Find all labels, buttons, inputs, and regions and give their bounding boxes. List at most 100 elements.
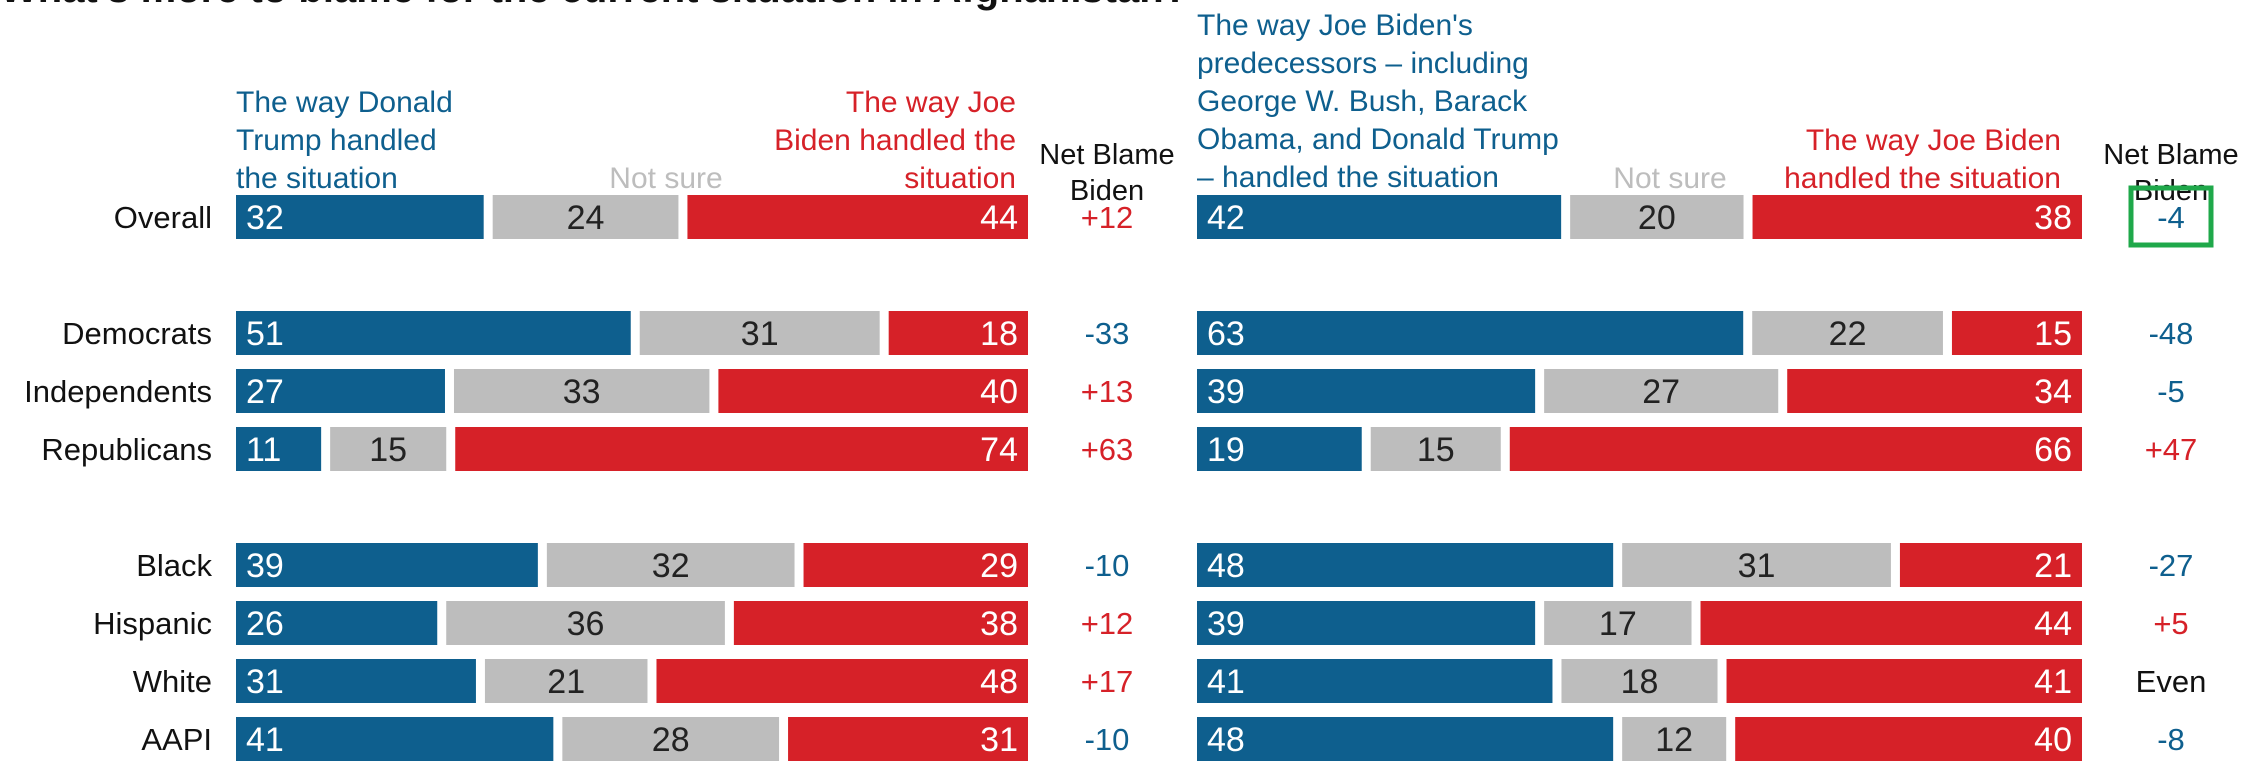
bar-segment xyxy=(330,427,447,471)
chart-rows: Overall Democrats Independents Republicans B… xyxy=(24,185,2214,761)
bar-value-label: 42 xyxy=(1207,199,1245,237)
bar-segment xyxy=(1752,195,2082,239)
row-label: Hispanic xyxy=(93,606,212,641)
bar-segment xyxy=(446,601,725,645)
bar-value-label: 74 xyxy=(980,431,1018,469)
bar-segment xyxy=(492,195,679,239)
bar-value-label: 32 xyxy=(246,199,284,237)
net-blame-value: +47 xyxy=(2145,432,2198,467)
bar-value-label: 33 xyxy=(563,373,601,411)
bar-segment xyxy=(1735,717,2082,761)
bar-segment xyxy=(1544,601,1692,645)
bar-segment xyxy=(236,601,438,645)
bar-value-label: 24 xyxy=(567,199,605,237)
net-blame-value: -48 xyxy=(2149,316,2194,351)
bar-segment xyxy=(1197,369,1536,413)
bar-value-label: 40 xyxy=(2034,721,2072,759)
bar-value-label: 31 xyxy=(246,663,284,701)
bar-value-label: 18 xyxy=(1621,663,1659,701)
net-blame-value: +17 xyxy=(1081,664,1134,699)
row-label: AAPI xyxy=(141,722,212,757)
net-blame-value: +12 xyxy=(1081,200,1134,235)
bar-value-label: 31 xyxy=(741,315,779,353)
bar-value-label: 29 xyxy=(980,547,1018,585)
bar-segment xyxy=(1197,601,1536,645)
bar-value-label: 26 xyxy=(246,605,284,643)
panel2-net-header-line1: Net Blame xyxy=(2103,139,2238,171)
row-label: Black xyxy=(136,548,212,583)
bar-value-label: 51 xyxy=(246,315,284,353)
row-label: Republicans xyxy=(41,432,212,467)
bar-value-label: 15 xyxy=(369,431,407,469)
bar-segment xyxy=(1787,369,2082,413)
bar-value-label: 39 xyxy=(1207,373,1245,411)
bar-segment xyxy=(1700,601,2082,645)
row-label: Overall xyxy=(114,200,212,235)
panel2-right-header-line2: handled the situation xyxy=(1784,162,2061,195)
bar-segment xyxy=(1951,311,2082,355)
panel2-left-header-line3: George W. Bush, Barack xyxy=(1197,85,1528,118)
row-label: Democrats xyxy=(62,316,212,351)
bar-segment xyxy=(236,427,322,471)
panel2-left-header-line2: predecessors – including xyxy=(1197,47,1529,80)
bar-segment xyxy=(733,601,1028,645)
net-blame-value: Even xyxy=(2136,664,2207,699)
bar-segment xyxy=(1570,195,1744,239)
bar-value-label: 31 xyxy=(980,721,1018,759)
bar-value-label: 39 xyxy=(246,547,284,585)
bar-value-label: 12 xyxy=(1655,721,1693,759)
bar-segment xyxy=(888,311,1028,355)
bar-value-label: 20 xyxy=(1638,199,1676,237)
row-label: Independents xyxy=(24,374,212,409)
bar-segment xyxy=(1726,659,2082,703)
panel1-left-header-line1: The way Donald xyxy=(236,86,453,119)
bar-segment xyxy=(546,543,795,587)
panel1-left-header-line2: Trump handled xyxy=(236,124,437,157)
net-blame-value: -5 xyxy=(2157,374,2185,409)
bar-segment xyxy=(788,717,1028,761)
bar-segment xyxy=(718,369,1028,413)
bar-value-label: 44 xyxy=(980,199,1018,237)
bar-value-label: 11 xyxy=(246,431,281,469)
panel2-left-header-line4: Obama, and Donald Trump xyxy=(1197,123,1559,156)
net-blame-value: -4 xyxy=(2157,200,2185,235)
bar-value-label: 19 xyxy=(1207,431,1245,469)
bar-value-label: 22 xyxy=(1829,315,1867,353)
bar-segment xyxy=(236,717,554,761)
bar-segment xyxy=(1197,311,1744,355)
panel1-right-header-line1: The way Joe xyxy=(846,86,1016,119)
bar-value-label: 17 xyxy=(1599,605,1637,643)
bar-value-label: 38 xyxy=(2034,199,2072,237)
panel2-not-sure-header: Not sure xyxy=(1613,162,1726,195)
bar-value-label: 38 xyxy=(980,605,1018,643)
bar-value-label: 41 xyxy=(2034,663,2072,701)
net-blame-value: +13 xyxy=(1081,374,1134,409)
highlight-box xyxy=(2128,185,2214,248)
bar-segment xyxy=(562,717,780,761)
bar-value-label: 21 xyxy=(2034,547,2072,585)
bar-segment xyxy=(455,427,1028,471)
bar-segment xyxy=(236,659,476,703)
bar-segment xyxy=(1622,543,1891,587)
bar-value-label: 48 xyxy=(1207,721,1245,759)
bar-segment xyxy=(236,369,445,413)
panel1-net-header-line1: Net Blame xyxy=(1039,139,1174,171)
panel2-net-header-line2: Biden xyxy=(2134,175,2208,207)
bar-segment xyxy=(1197,195,1562,239)
bar-segment xyxy=(1197,543,1614,587)
net-blame-value: -8 xyxy=(2157,722,2185,757)
bar-value-label: 40 xyxy=(980,373,1018,411)
bar-segment xyxy=(236,311,631,355)
bar-segment xyxy=(484,659,648,703)
bar-value-label: 15 xyxy=(1417,431,1455,469)
bar-segment xyxy=(1370,427,1501,471)
bar-value-label: 66 xyxy=(2034,431,2072,469)
bar-value-label: 41 xyxy=(246,721,284,759)
bar-segment xyxy=(1752,311,1943,355)
bar-value-label: 31 xyxy=(1738,547,1776,585)
panel1-not-sure-header: Not sure xyxy=(609,162,722,195)
bar-segment xyxy=(1561,659,1718,703)
bar-value-label: 32 xyxy=(652,547,690,585)
bar-segment xyxy=(803,543,1028,587)
